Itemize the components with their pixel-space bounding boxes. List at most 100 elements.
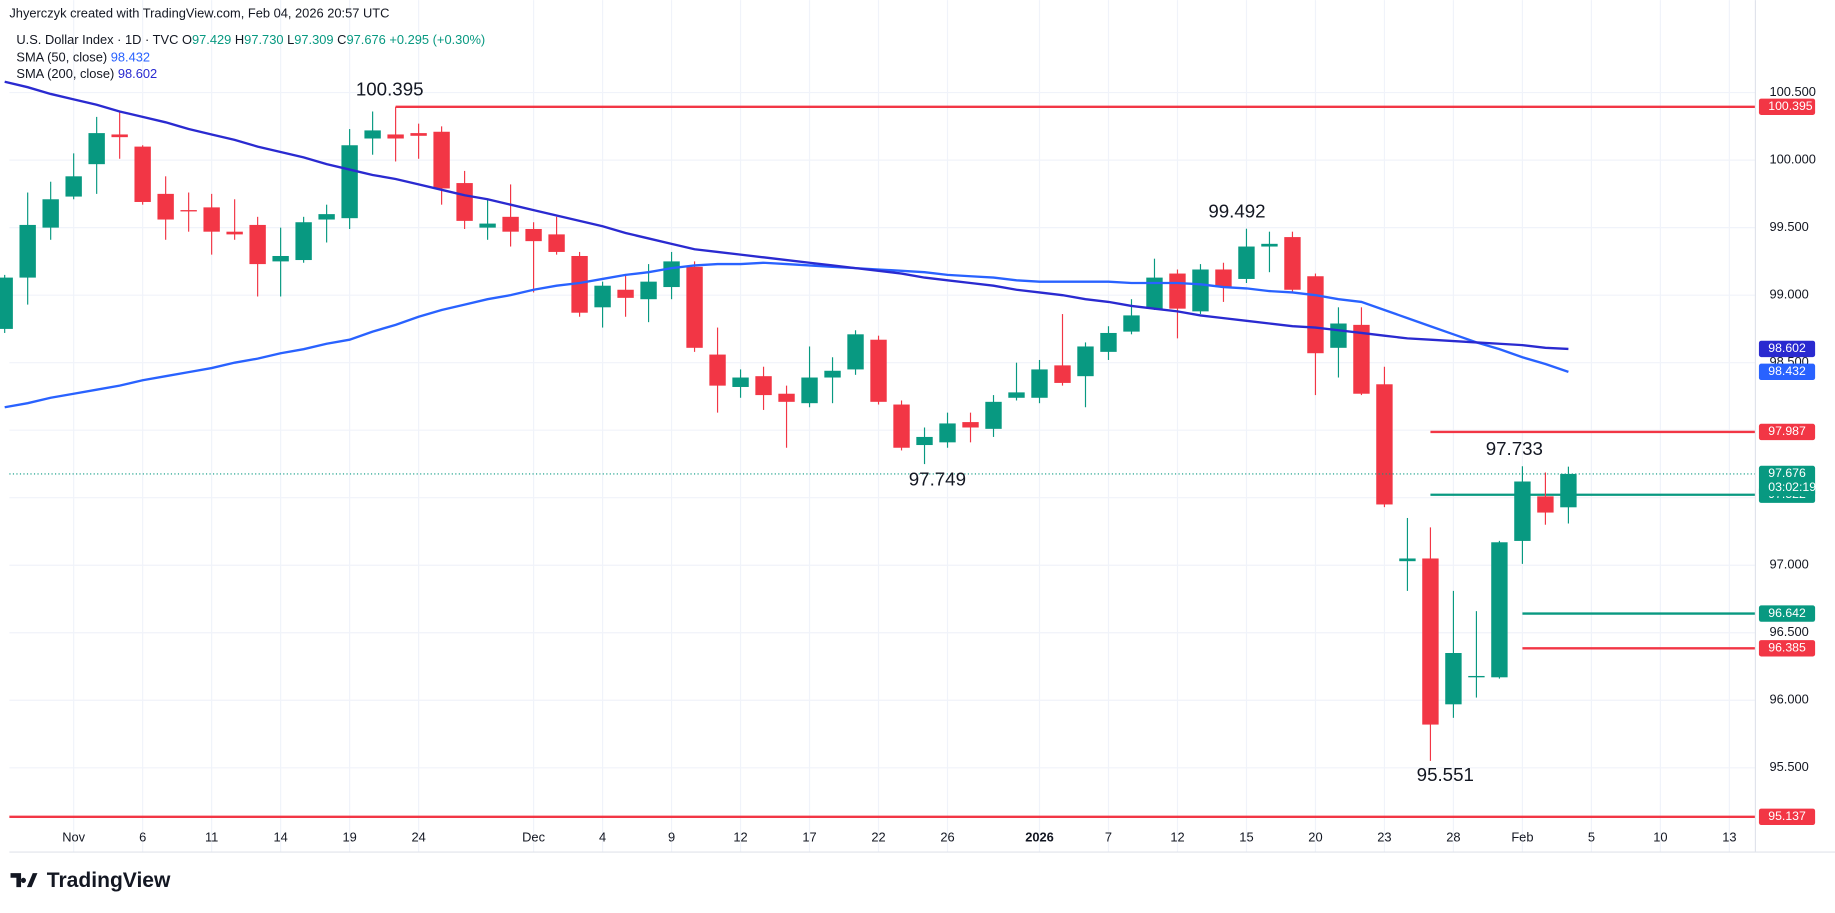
annotation: 95.551 bbox=[1417, 764, 1474, 785]
candle-body bbox=[387, 134, 404, 139]
x-tick-label: 15 bbox=[1239, 829, 1253, 844]
candle-body bbox=[1376, 384, 1393, 505]
annotation: 100.395 bbox=[356, 78, 424, 99]
legend-name: SMA (50, close) bbox=[16, 50, 107, 65]
quote-value: 97.309 bbox=[294, 32, 333, 47]
x-tick-label: 23 bbox=[1377, 829, 1391, 844]
logo-icon bbox=[10, 873, 38, 888]
y-tick-label: 99.000 bbox=[1769, 287, 1808, 302]
y-tick-label: 97.000 bbox=[1769, 557, 1808, 572]
candle-body bbox=[1146, 277, 1163, 309]
quote-label: O bbox=[182, 32, 192, 47]
candle-body bbox=[341, 145, 358, 219]
candle-body bbox=[1468, 675, 1485, 678]
candle-body bbox=[571, 255, 588, 313]
candle-body bbox=[111, 134, 128, 138]
x-tick-label: 22 bbox=[871, 829, 885, 844]
sma-line bbox=[4, 261, 1569, 409]
candle-body bbox=[640, 281, 657, 300]
price-label: 97.676 bbox=[1768, 466, 1806, 480]
candle-body bbox=[1399, 558, 1416, 562]
overlay: 100.395 99.492 97.749 97.733 95.551 98.432 98.… bbox=[356, 78, 1816, 826]
legend-value: 98.602 bbox=[118, 66, 157, 81]
candle-body bbox=[203, 207, 220, 232]
credit: Jhyerczyk created with TradingView.com, … bbox=[9, 6, 389, 21]
y-tick-label: 99.500 bbox=[1769, 219, 1808, 234]
price-label-box bbox=[1758, 808, 1816, 826]
candle-body bbox=[916, 436, 933, 446]
x-tick-label: 2026 bbox=[1025, 829, 1054, 844]
price-label: 96.385 bbox=[1768, 641, 1806, 655]
candle-body bbox=[1077, 346, 1094, 377]
candle-body bbox=[1123, 315, 1140, 332]
candle-body bbox=[42, 199, 59, 228]
annotation: 99.492 bbox=[1208, 200, 1265, 221]
candle-body bbox=[962, 422, 979, 428]
price-label-box bbox=[1758, 640, 1816, 657]
price-label: 97.987 bbox=[1768, 424, 1806, 438]
candle-body bbox=[1560, 473, 1577, 508]
x-tick-label: 4 bbox=[599, 829, 606, 844]
candle-body bbox=[1491, 542, 1508, 678]
candle-body bbox=[1445, 653, 1462, 705]
candle-body bbox=[1054, 365, 1071, 383]
candle-body bbox=[134, 146, 151, 202]
y-tick-label: 100.500 bbox=[1769, 84, 1815, 99]
x-tick-label: 20 bbox=[1308, 829, 1322, 844]
legend-value: 98.432 bbox=[111, 50, 150, 65]
grid: 95.50096.00096.50097.00097.50098.00098.5… bbox=[9, 0, 1816, 853]
quote-label: L bbox=[287, 32, 294, 47]
candle-body bbox=[1353, 324, 1370, 394]
x-tick-label: 6 bbox=[139, 829, 146, 844]
candle-body bbox=[617, 289, 634, 298]
candle-body bbox=[1008, 392, 1025, 398]
quote-legend: U.S. Dollar Index · 1D · TVC O97.429 H97… bbox=[16, 32, 485, 47]
plot bbox=[0, 80, 1756, 818]
x-tick-label: 9 bbox=[668, 829, 675, 844]
candle-body bbox=[594, 285, 611, 308]
candle-body bbox=[19, 224, 36, 278]
y-tick-label: 96.500 bbox=[1769, 624, 1808, 639]
candle-body bbox=[157, 193, 174, 220]
candle-body bbox=[1261, 243, 1278, 247]
candle-body bbox=[1031, 369, 1048, 398]
x-tick-label: 28 bbox=[1446, 829, 1460, 844]
candle-body bbox=[1215, 269, 1232, 288]
candle-body bbox=[755, 376, 772, 396]
x-tick-label: 24 bbox=[411, 829, 425, 844]
y-tick-label: 100.000 bbox=[1769, 152, 1815, 167]
candle-body bbox=[732, 377, 749, 387]
sma-legend: SMA (50, close) 98.432 bbox=[16, 50, 150, 65]
candle-body bbox=[847, 334, 864, 370]
candle-body bbox=[456, 183, 473, 221]
candle-body bbox=[364, 130, 381, 139]
x-tick-label: 5 bbox=[1588, 829, 1595, 844]
candle-body bbox=[1238, 246, 1255, 279]
price-label-box bbox=[1758, 98, 1816, 115]
candle-body bbox=[226, 231, 243, 235]
x-tick-label: Dec bbox=[522, 829, 545, 844]
candle-body bbox=[525, 228, 542, 242]
x-tick-label: Nov bbox=[62, 829, 85, 844]
candle-body bbox=[65, 176, 82, 197]
annotation: 97.749 bbox=[909, 468, 966, 489]
candle-body bbox=[479, 223, 496, 228]
candle-body bbox=[1330, 323, 1347, 348]
candle-body bbox=[1169, 273, 1186, 309]
price-label: 98.602 bbox=[1768, 341, 1806, 355]
candle-body bbox=[939, 423, 956, 443]
quote-label: C bbox=[337, 32, 346, 47]
y-tick-label: 95.500 bbox=[1769, 759, 1808, 774]
y-tick-label: 96.000 bbox=[1769, 692, 1808, 707]
x-tick-label: 12 bbox=[1170, 829, 1184, 844]
candle-body bbox=[778, 393, 795, 402]
logo: TradingView bbox=[10, 869, 171, 892]
candle-body bbox=[88, 133, 105, 165]
legend-name: SMA (200, close) bbox=[16, 66, 114, 81]
candle-body bbox=[1422, 558, 1439, 725]
x-tick-label: 11 bbox=[205, 829, 218, 844]
price-label-box bbox=[1758, 465, 1816, 497]
candle-body bbox=[1192, 269, 1209, 312]
x-tick-label: 12 bbox=[733, 829, 747, 844]
